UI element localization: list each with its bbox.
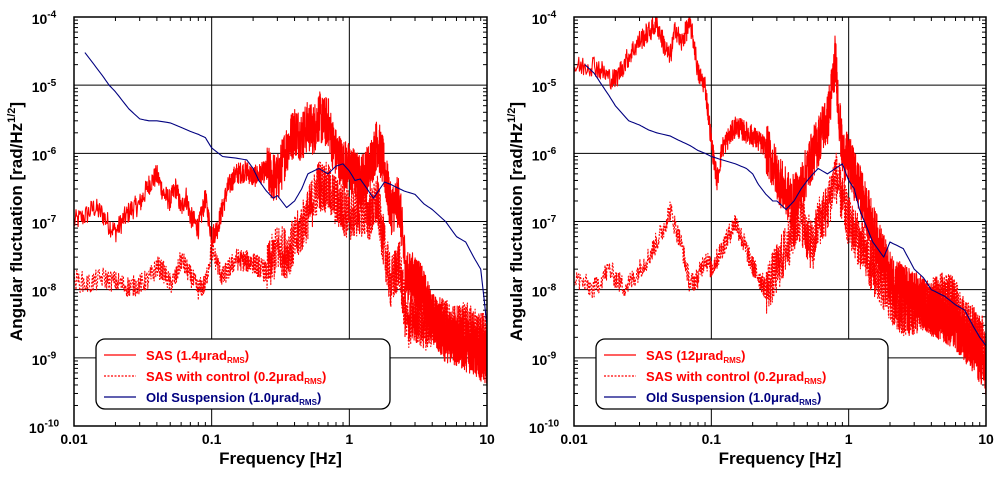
y-tick-label: 10-8 bbox=[32, 282, 57, 299]
legend-label-2: SAS with control (0.2μradRMS) bbox=[646, 369, 826, 386]
x-tick-label: 0.01 bbox=[560, 431, 587, 447]
y-tick-label: 10-9 bbox=[32, 351, 57, 368]
y-tick-label: 10-8 bbox=[532, 282, 557, 299]
x-tick-label: 0.1 bbox=[202, 431, 222, 447]
x-tick-label: 10 bbox=[479, 431, 495, 447]
y-tick-label: 10-7 bbox=[532, 214, 557, 231]
legend-box bbox=[595, 338, 889, 410]
legend: SAS (12μradRMS) SAS with control (0.2μrad… bbox=[595, 338, 889, 410]
series-group bbox=[74, 52, 487, 384]
y-tick-label: 10-6 bbox=[32, 146, 57, 163]
y-tick-label: 10-7 bbox=[32, 214, 57, 231]
y-tick-label: 10-5 bbox=[532, 78, 557, 95]
chart-1: 0.01 0.1 1 10 10-10 10-9 10-8 10-7 10-6 10-5 10-4 F… bbox=[6, 10, 495, 468]
chart-2: 0.01 0.1 1 10 10-10 10-9 10-8 10-7 10-6 10-5 10-4 F… bbox=[506, 10, 994, 468]
grid bbox=[74, 17, 487, 426]
y-axis-title: Angular fluctuation [rad/Hz1/2] bbox=[506, 102, 526, 341]
series-group bbox=[574, 17, 986, 395]
x-tick-label: 0.01 bbox=[60, 431, 87, 447]
legend-box bbox=[95, 338, 391, 410]
series-line-3 bbox=[584, 64, 986, 347]
y-tick-label: 10-10 bbox=[29, 419, 60, 436]
y-tick-label: 10-9 bbox=[532, 351, 557, 368]
x-tick-label: 0.1 bbox=[702, 431, 722, 447]
series-line-2 bbox=[74, 161, 487, 366]
legend-label-3: Old Suspension (1.0μradRMS) bbox=[646, 390, 821, 407]
legend-label-2: SAS with control (0.2μradRMS) bbox=[146, 369, 326, 386]
series-line-3 bbox=[84, 52, 487, 326]
y-axis-title: Angular fluctuation [rad/Hz1/2] bbox=[6, 102, 26, 341]
series-line-2 bbox=[574, 152, 986, 371]
series-line-1 bbox=[574, 17, 986, 395]
x-tick-label: 1 bbox=[845, 431, 853, 447]
legend: SAS (1.4μradRMS) SAS with control (0.2μra… bbox=[95, 338, 391, 410]
legend-label-1: SAS (1.4μradRMS) bbox=[146, 348, 249, 365]
y-tick-label: 10-5 bbox=[32, 78, 57, 95]
plot-frame bbox=[73, 16, 488, 427]
x-tick-label: 1 bbox=[345, 431, 353, 447]
y-tick-label: 10-10 bbox=[529, 419, 560, 436]
x-axis-title: Frequency [Hz] bbox=[719, 449, 842, 468]
legend-label-1: SAS (12μradRMS) bbox=[646, 348, 745, 365]
x-tick-label: 10 bbox=[978, 431, 994, 447]
y-tick-label: 10-4 bbox=[532, 10, 557, 27]
y-tick-label: 10-6 bbox=[532, 146, 557, 163]
y-tick-label: 10-4 bbox=[32, 10, 57, 27]
legend-label-3: Old Suspension (1.0μradRMS) bbox=[146, 390, 321, 407]
x-axis-title: Frequency [Hz] bbox=[219, 449, 342, 468]
plot-frame bbox=[573, 16, 987, 427]
